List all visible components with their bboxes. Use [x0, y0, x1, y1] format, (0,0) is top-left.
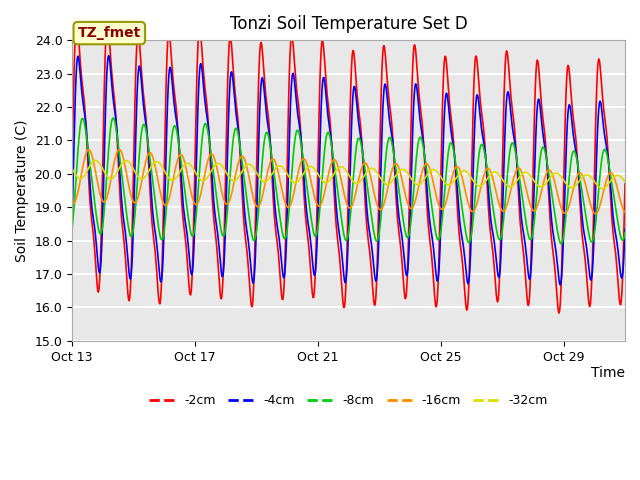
X-axis label: Time: Time — [591, 366, 625, 380]
-4cm — [270, 190, 278, 195]
Line: -2cm: -2cm — [72, 21, 625, 313]
-32cm — [88, 160, 96, 166]
-2cm — [88, 220, 96, 226]
Line: -8cm: -8cm — [72, 118, 625, 244]
-8cm — [68, 225, 76, 231]
-32cm — [68, 166, 76, 171]
-8cm — [109, 115, 117, 121]
Line: -4cm: -4cm — [72, 56, 625, 285]
-16cm — [88, 153, 96, 158]
-32cm — [382, 181, 390, 187]
Line: -32cm: -32cm — [72, 160, 625, 189]
-2cm — [68, 157, 76, 163]
-8cm — [621, 230, 629, 236]
Legend: -2cm, -4cm, -8cm, -16cm, -32cm: -2cm, -4cm, -8cm, -16cm, -32cm — [145, 389, 553, 412]
-4cm — [68, 213, 76, 218]
-4cm — [515, 191, 523, 196]
-8cm — [382, 152, 390, 158]
-8cm — [88, 178, 96, 184]
-4cm — [621, 226, 629, 232]
-32cm — [621, 179, 629, 184]
-2cm — [621, 181, 629, 187]
-8cm — [515, 174, 523, 180]
-32cm — [515, 174, 523, 180]
-2cm — [104, 18, 111, 24]
-2cm — [382, 61, 390, 67]
-16cm — [592, 211, 600, 216]
Title: Tonzi Soil Temperature Set D: Tonzi Soil Temperature Set D — [230, 15, 467, 33]
-16cm — [382, 193, 390, 199]
-2cm — [515, 207, 523, 213]
-16cm — [270, 156, 278, 162]
-16cm — [300, 156, 307, 162]
-4cm — [300, 166, 307, 172]
-2cm — [199, 60, 207, 66]
-16cm — [68, 200, 76, 205]
Line: -16cm: -16cm — [72, 150, 625, 214]
-2cm — [270, 207, 278, 213]
-2cm — [555, 310, 563, 316]
-4cm — [88, 206, 96, 212]
-4cm — [199, 75, 207, 81]
-8cm — [270, 170, 278, 176]
-32cm — [270, 168, 278, 174]
-16cm — [116, 147, 124, 153]
-8cm — [557, 241, 564, 247]
-16cm — [621, 209, 629, 215]
-32cm — [599, 186, 607, 192]
Y-axis label: Soil Temperature (C): Soil Temperature (C) — [15, 119, 29, 262]
-4cm — [556, 282, 564, 288]
-4cm — [382, 84, 390, 90]
-16cm — [199, 181, 207, 187]
Text: TZ_fmet: TZ_fmet — [77, 26, 141, 40]
-4cm — [105, 53, 113, 59]
-8cm — [199, 130, 207, 136]
-16cm — [515, 166, 523, 171]
-32cm — [199, 178, 207, 184]
-32cm — [92, 157, 99, 163]
-8cm — [300, 158, 307, 164]
-32cm — [300, 171, 307, 177]
-2cm — [300, 181, 307, 187]
